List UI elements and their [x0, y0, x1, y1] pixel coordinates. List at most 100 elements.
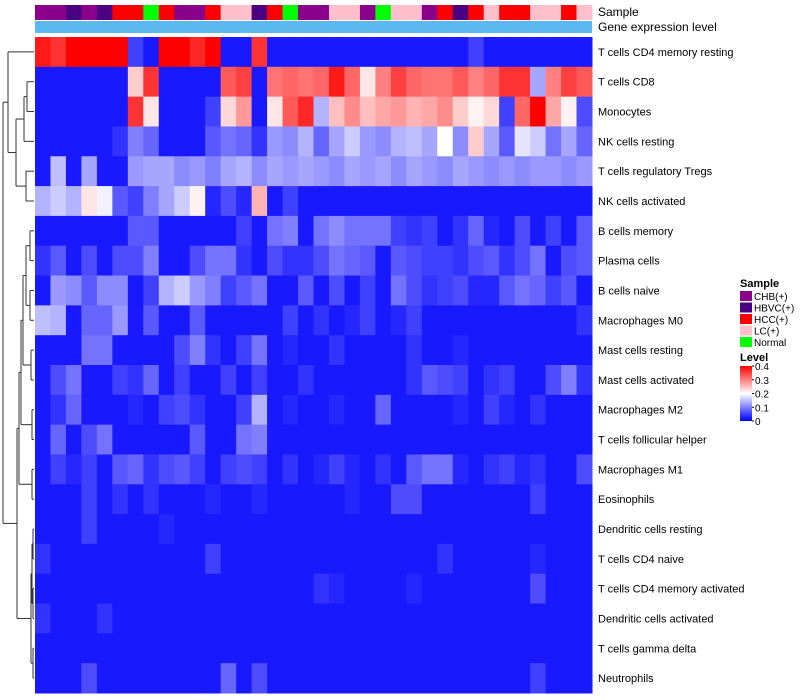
row-labels: T cells CD4 memory resting T cells CD8 Mon… [598, 47, 745, 685]
row-label: T cells CD4 memory resting [598, 47, 734, 59]
heatmap-cell [437, 37, 454, 68]
sample-annotation-cell [205, 5, 222, 20]
heatmap-cell [282, 424, 299, 455]
row-label: B cells memory [598, 226, 674, 238]
heatmap-cell [35, 37, 51, 68]
heatmap-cell [112, 305, 129, 336]
heatmap-cell [267, 305, 284, 336]
heatmap-cell [236, 633, 253, 664]
heatmap-cell [530, 573, 547, 605]
heatmap-cell [313, 484, 330, 515]
heatmap-cell [282, 305, 299, 336]
heatmap-cell [174, 663, 191, 694]
heatmap-cell [328, 305, 345, 336]
heatmap-cell [545, 156, 562, 187]
heatmap-cell [514, 186, 531, 217]
heatmap-cell [251, 365, 268, 396]
heatmap-cell [576, 424, 593, 455]
sample-annotation-cell [236, 5, 253, 20]
heatmap-cell [359, 126, 376, 157]
heatmap-cell [313, 305, 330, 336]
heatmap-cell [112, 126, 129, 157]
heatmap-cell [189, 394, 206, 426]
heatmap-cell [313, 275, 330, 306]
heatmap-cell [236, 454, 253, 485]
heatmap-cell [421, 394, 438, 426]
heatmap-cell [545, 186, 562, 217]
heatmap-cell [81, 37, 98, 68]
heatmap-cell [344, 543, 361, 575]
heatmap-cell [390, 37, 407, 68]
heatmap-cell [390, 394, 407, 426]
heatmap-cell [220, 663, 237, 694]
legend-swatch [740, 291, 752, 301]
heatmap-cell [220, 514, 237, 545]
heatmap-cell [282, 275, 299, 306]
row-label: T cells CD4 naive [598, 554, 684, 566]
sample-annotation-cell [313, 5, 330, 20]
heatmap-cell [344, 394, 361, 426]
heatmap-cell [127, 543, 144, 575]
heatmap-cell [174, 126, 191, 157]
heatmap-cell [390, 365, 407, 396]
heatmap-cell [81, 126, 98, 157]
heatmap-cell [499, 573, 516, 605]
heatmap-cell [452, 245, 469, 277]
heatmap-cell [220, 37, 237, 68]
heatmap-cell [514, 543, 531, 575]
heatmap-cell [298, 215, 314, 247]
heatmap-cell [421, 37, 438, 68]
heatmap-cell [189, 454, 206, 485]
heatmap-cell [143, 335, 160, 366]
heatmap-cell [437, 186, 454, 217]
heatmap-cell [328, 96, 345, 127]
heatmap-cell [483, 514, 500, 545]
heatmap-cell [375, 663, 392, 694]
heatmap-cell [251, 156, 268, 187]
sample-annotation-cell [545, 5, 562, 20]
heatmap-cell [437, 66, 454, 98]
heatmap-cell [545, 365, 562, 396]
heatmap-cell [143, 514, 160, 545]
heatmap-cell [545, 215, 562, 247]
heatmap-cell [96, 245, 113, 277]
heatmap-cell [174, 245, 191, 277]
heatmap-cell [499, 424, 516, 455]
heatmap-cell [328, 275, 345, 306]
heatmap-cell [96, 37, 113, 68]
heatmap-cell [267, 215, 284, 247]
heatmap-cell [406, 365, 423, 396]
heatmap-cell [545, 305, 562, 336]
heatmap-cell [298, 424, 314, 455]
heatmap-cell [65, 633, 82, 664]
heatmap-cell [406, 245, 423, 277]
heatmap-cell [158, 335, 175, 366]
heatmap-cell [112, 633, 129, 664]
heatmap-cell [143, 66, 160, 98]
heatmap-cell [143, 156, 160, 187]
heatmap-cell [390, 66, 407, 98]
heatmap-cell [282, 335, 299, 366]
heatmap-cell [421, 66, 438, 98]
heatmap-cell [50, 305, 67, 336]
heatmap-cell [499, 484, 516, 515]
heatmap-cell [561, 365, 578, 396]
heatmap-cell [545, 275, 562, 306]
heatmap-cell [35, 305, 51, 336]
heatmap-cell [50, 186, 67, 217]
heatmap-cell [313, 543, 330, 575]
heatmap-cell [514, 514, 531, 545]
heatmap-cell [359, 335, 376, 366]
heatmap-cell [561, 215, 578, 247]
heatmap-cell [189, 156, 206, 187]
heatmap-cell [390, 573, 407, 605]
heatmap-cell [158, 394, 175, 426]
heatmap-cell [421, 424, 438, 455]
heatmap-cell [545, 514, 562, 545]
heatmap-cell [96, 96, 113, 127]
heatmap-cell [514, 66, 531, 98]
heatmap-cell [50, 365, 67, 396]
heatmap-cell [127, 275, 144, 306]
heatmap-cell [437, 633, 454, 664]
heatmap-cell [127, 96, 144, 127]
